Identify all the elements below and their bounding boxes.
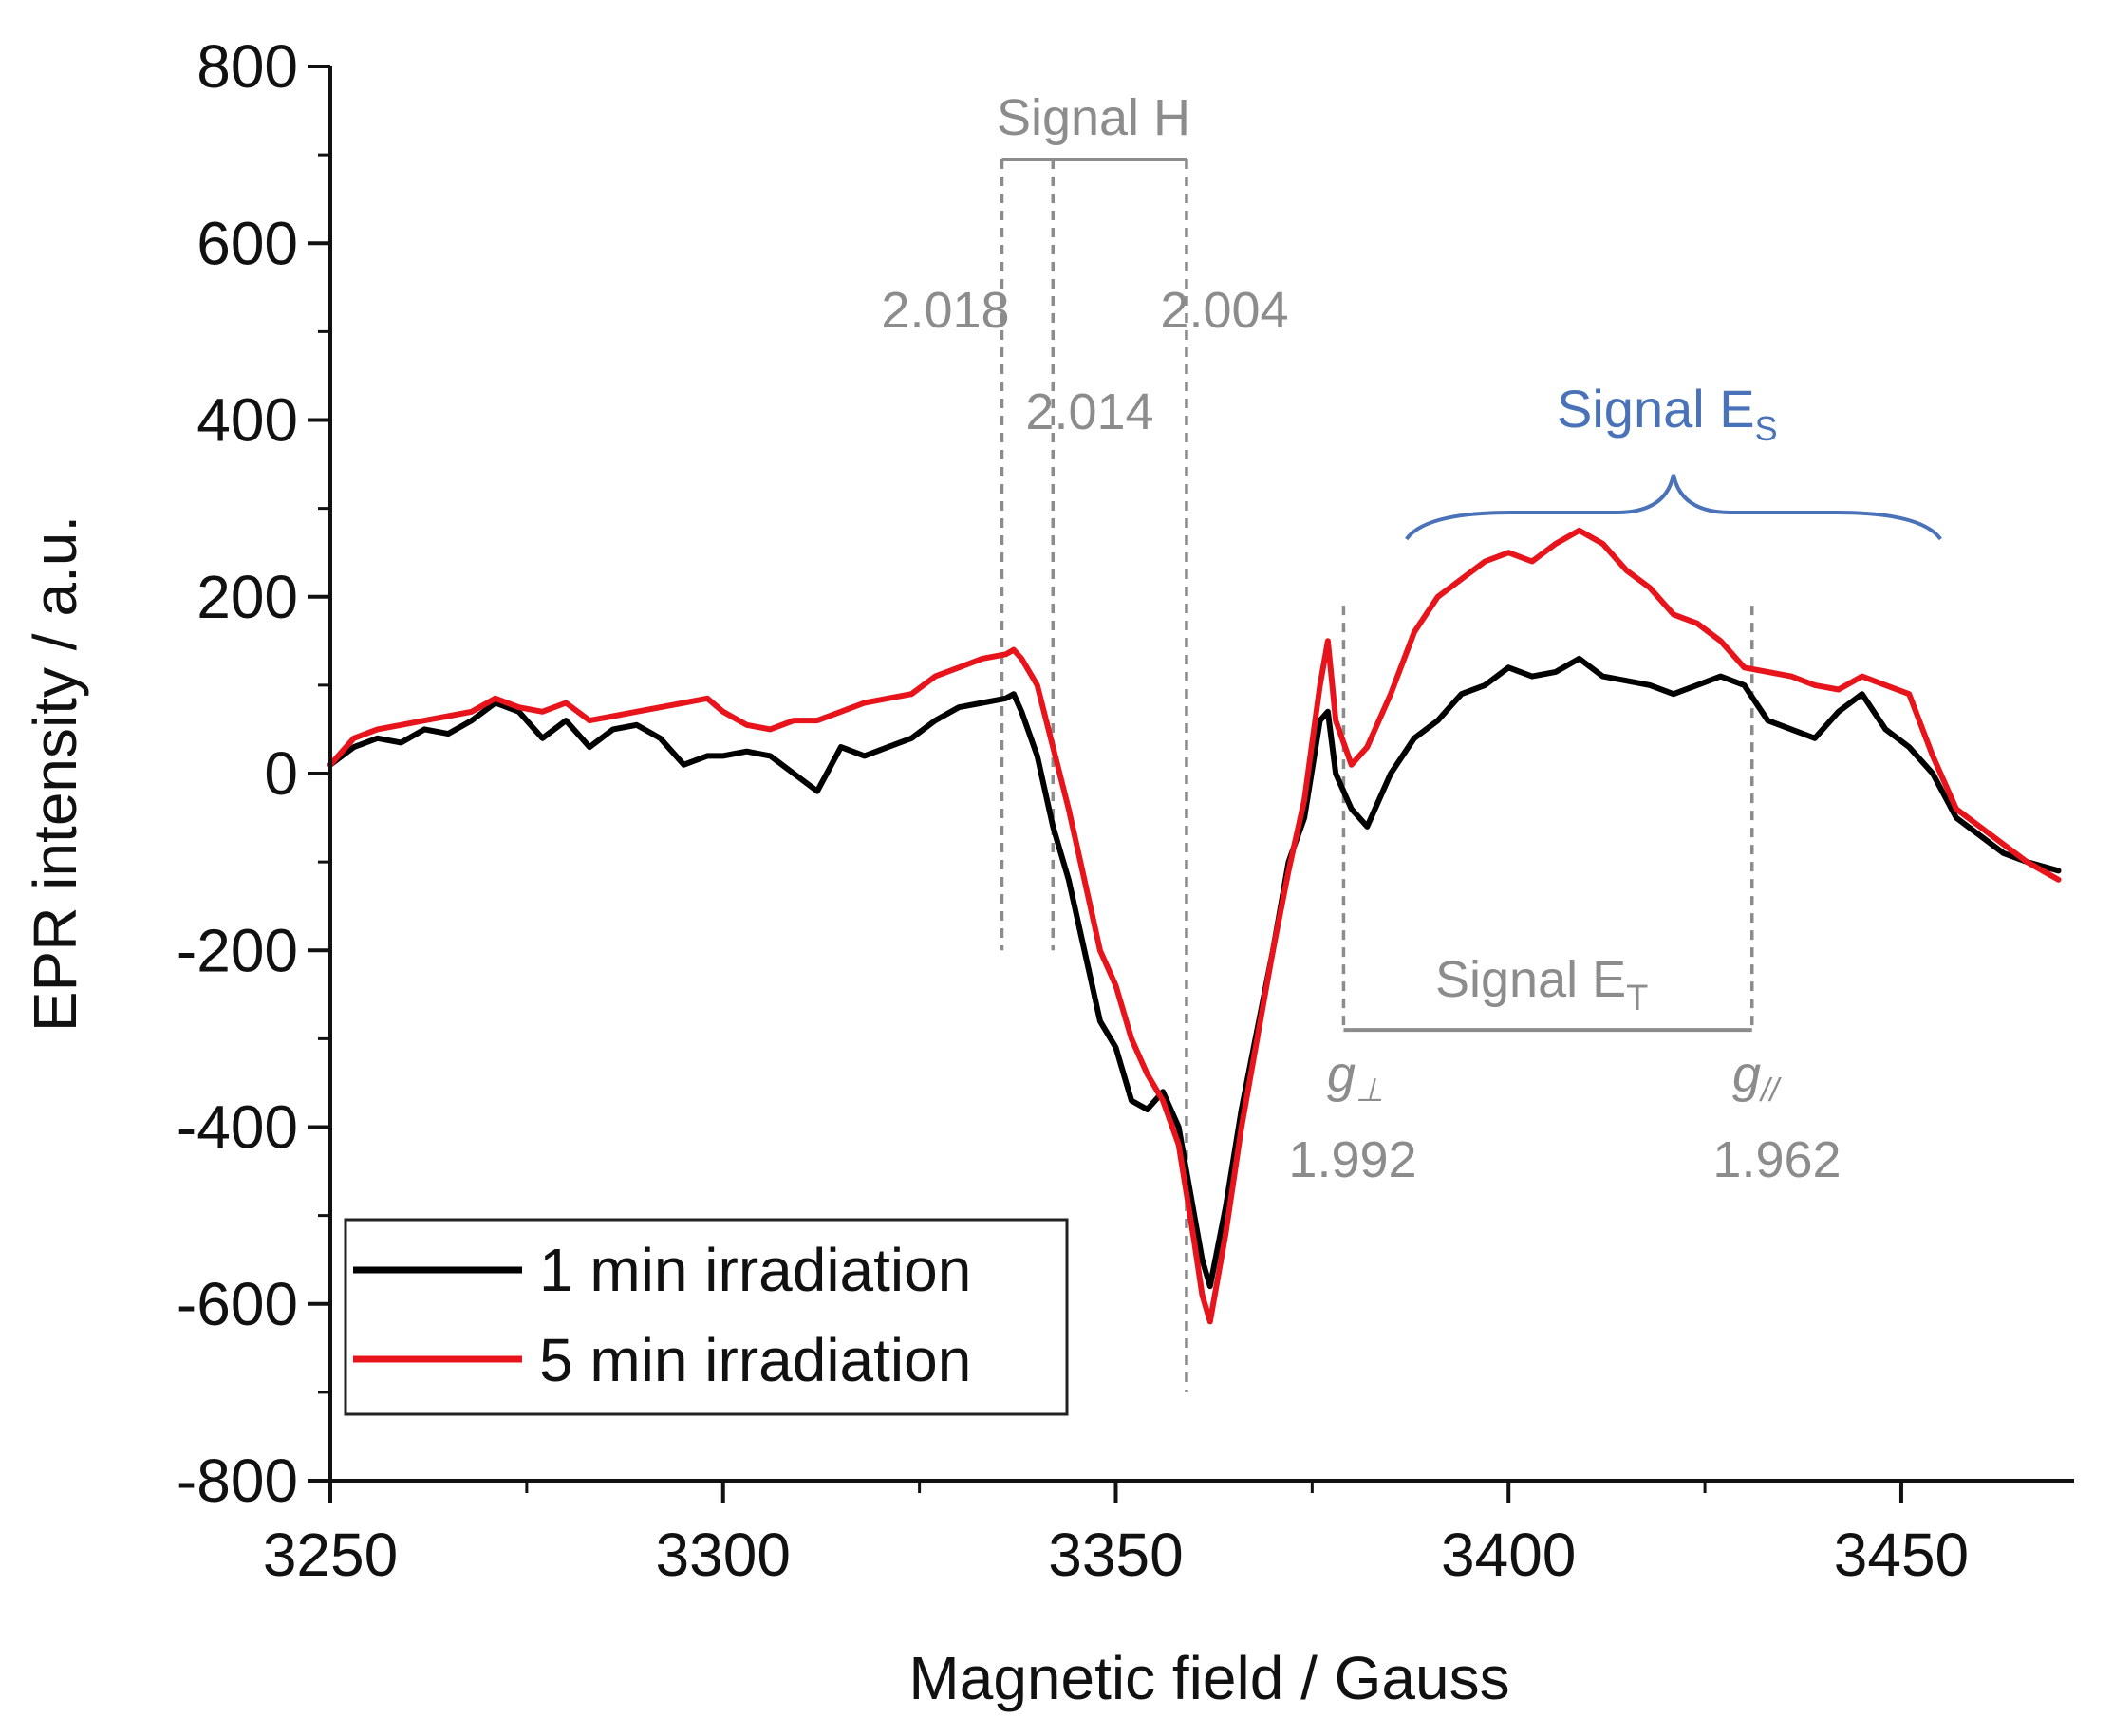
signal-es-brace [1405, 474, 1942, 541]
y-axis-title: EPR intensity / a.u. [21, 515, 89, 1032]
y-tick-label: -600 [177, 1270, 298, 1338]
series-line-1min [327, 655, 2062, 1290]
g-value-2014: 2.014 [1025, 383, 1153, 440]
signal-et-main: Signal E [1435, 951, 1626, 1008]
legend-box [344, 1218, 1069, 1416]
g-perp-value: 1.992 [1288, 1131, 1416, 1188]
x-axis-title: Magnetic field / Gauss [908, 1644, 1509, 1712]
y-tick-label: 400 [196, 386, 298, 455]
g-perp-label: g⊥ [1327, 1046, 1384, 1109]
y-tick-label: 0 [264, 739, 298, 808]
y-tick-label: -800 [177, 1447, 298, 1515]
g-perp-sub: ⊥ [1356, 1073, 1384, 1109]
g-par-label: g// [1732, 1046, 1782, 1109]
g-par-symbol: g [1732, 1046, 1761, 1103]
x-tick-label: 3300 [656, 1521, 791, 1589]
signal-es-main: Signal E [1557, 379, 1755, 439]
legend: 1 min irradiation 5 min irradiation [344, 1218, 1069, 1416]
signal-es-label: Signal ES [1557, 379, 1778, 448]
g-par-value: 1.962 [1712, 1131, 1841, 1188]
x-tick-label: 3400 [1441, 1521, 1576, 1589]
y-tick-label: -200 [177, 916, 298, 984]
x-tick-label: 3250 [263, 1521, 398, 1589]
g-perp-symbol: g [1327, 1046, 1356, 1103]
y-tick-label: 600 [196, 209, 298, 277]
legend-label-5min: 5 min irradiation [539, 1326, 971, 1394]
y-tick-label: 200 [196, 563, 298, 631]
y-tick-label: 800 [196, 32, 298, 101]
series-layer [327, 527, 2062, 1325]
y-tick-label: -400 [177, 1093, 298, 1162]
legend-label-1min: 1 min irradiation [539, 1236, 971, 1304]
signal-et-label: Signal ET [1435, 951, 1648, 1018]
signal-et-sub: T [1626, 979, 1648, 1018]
series-line-5min [327, 527, 2062, 1325]
x-tick-label: 3450 [1834, 1521, 1969, 1589]
x-tick-label: 3350 [1048, 1521, 1183, 1589]
signal-es-sub: S [1755, 409, 1778, 448]
g-value-2018: 2.018 [881, 282, 1009, 339]
signal-h-label: Signal H [997, 89, 1190, 146]
g-value-2004: 2.004 [1160, 282, 1288, 339]
g-par-sub: // [1759, 1073, 1782, 1109]
